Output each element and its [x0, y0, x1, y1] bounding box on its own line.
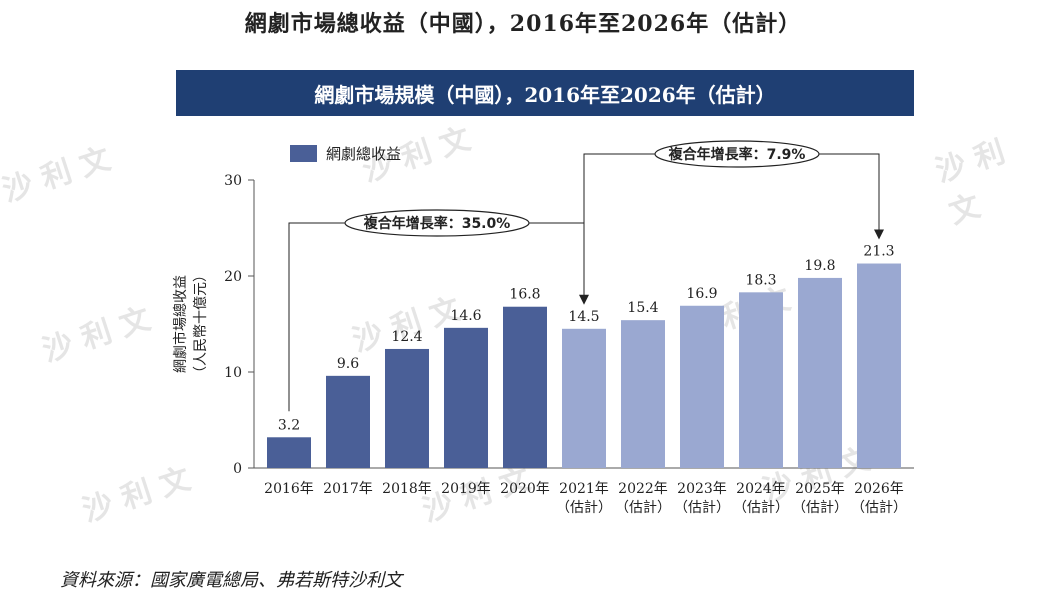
- category-label: 2023年: [677, 481, 727, 497]
- y-tick-label: 10: [224, 365, 242, 381]
- data-label: 19.8: [804, 258, 835, 274]
- bar: [444, 327, 488, 468]
- category-label: （估計）: [674, 500, 730, 516]
- bar: [857, 263, 901, 468]
- bar: [798, 277, 842, 468]
- page-title: 網劇市場總收益（中國），2016年至2026年（估計）: [244, 11, 802, 37]
- category-label: （估計）: [556, 500, 612, 516]
- data-label: 18.3: [745, 272, 776, 288]
- y-axis-unit: （人民幣十億元）: [193, 268, 209, 380]
- data-label: 14.6: [450, 308, 481, 324]
- bar: [739, 292, 783, 468]
- legend-label: 網劇總收益: [326, 145, 401, 163]
- source-note: 資料來源：國家廣電總局、弗若斯特沙利文: [60, 570, 402, 591]
- y-tick-label: 20: [224, 269, 242, 285]
- legend-swatch: [290, 145, 317, 162]
- category-label: （估計）: [792, 500, 848, 516]
- category-label: 2016年: [264, 481, 314, 497]
- category-label: 2021年: [559, 481, 609, 497]
- data-label: 3.2: [278, 417, 300, 433]
- category-label: 2025年: [795, 481, 845, 497]
- category-label: 2018年: [382, 481, 432, 497]
- bar: [326, 375, 370, 468]
- data-label: 16.8: [509, 287, 540, 303]
- cagr-label: 複合年增長率：35.0%: [363, 215, 511, 232]
- y-tick-label: 30: [224, 173, 242, 189]
- bar: [621, 320, 665, 468]
- category-label: 2017年: [323, 481, 373, 497]
- cagr-oval: [654, 140, 820, 168]
- category-label: 2022年: [618, 481, 668, 497]
- bar: [562, 328, 606, 468]
- bar: [267, 437, 311, 468]
- category-label: （估計）: [615, 500, 671, 516]
- cagr-label: 複合年增長率：7.9%: [668, 146, 806, 163]
- category-label: （估計）: [851, 500, 907, 516]
- category-label: （估計）: [733, 500, 789, 516]
- data-label: 21.3: [863, 244, 894, 260]
- cagr-arrowhead: [874, 229, 884, 240]
- bar: [503, 306, 547, 468]
- y-tick-label: 0: [233, 461, 242, 477]
- data-label: 14.5: [568, 309, 599, 325]
- data-label: 9.6: [337, 356, 359, 372]
- data-label: 15.4: [627, 300, 658, 316]
- bar: [680, 305, 724, 468]
- data-label: 12.4: [391, 329, 422, 345]
- data-label: 16.9: [686, 286, 717, 302]
- category-label: 2024年: [736, 481, 786, 497]
- y-axis-label: 網劇市場總收益: [172, 275, 189, 373]
- category-label: 2019年: [441, 481, 491, 497]
- category-label: 2026年: [854, 481, 904, 497]
- bar: [385, 348, 429, 468]
- category-label: 2020年: [500, 481, 550, 497]
- chart-title: 網劇市場規模（中國），2016年至2026年（估計）: [176, 70, 914, 116]
- cagr-oval: [344, 209, 530, 237]
